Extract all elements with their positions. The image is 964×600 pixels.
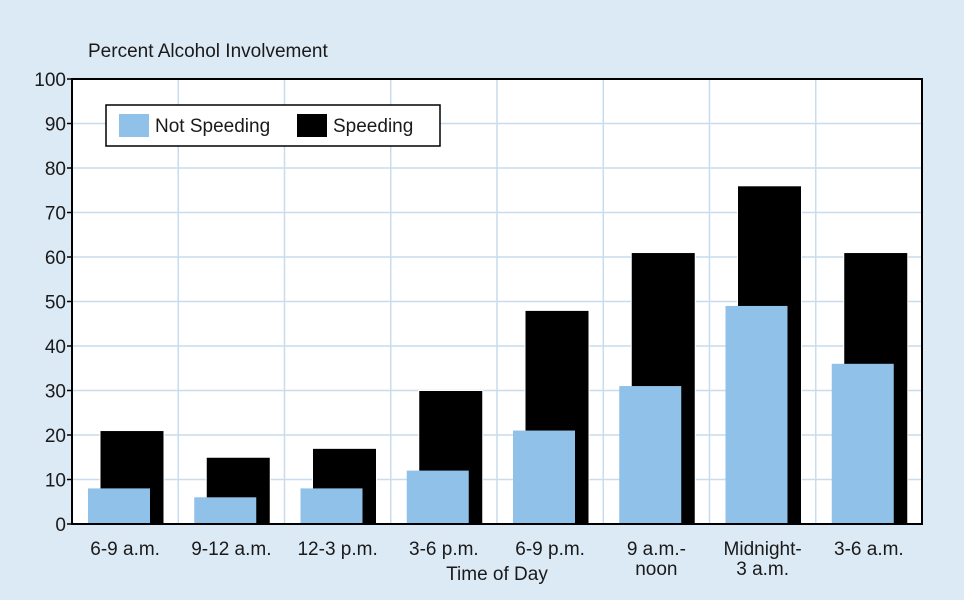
legend-label: Speeding	[333, 116, 413, 137]
x-tick-label: 3-6 p.m.	[409, 539, 479, 560]
y-tick-label: 0	[55, 515, 66, 536]
y-tick-label: 20	[45, 426, 66, 447]
legend: Not Speeding Speeding	[105, 104, 441, 147]
y-tick-label: 50	[45, 293, 66, 314]
legend-label: Not Speeding	[155, 116, 270, 137]
bar	[513, 430, 575, 524]
y-axis-title: Percent Alcohol Involvement	[88, 41, 328, 62]
x-axis-title: Time of Day	[446, 564, 548, 585]
bar	[725, 305, 788, 524]
y-tick-label: 30	[45, 382, 66, 403]
bar	[619, 386, 682, 524]
y-tick-label: 40	[45, 337, 66, 358]
x-tick-label: 9 a.m.-noon	[627, 539, 686, 580]
x-tick-label: 12-3 p.m.	[297, 539, 377, 560]
x-tick-label: 3-6 a.m.	[834, 539, 904, 560]
y-tick-label: 80	[45, 159, 66, 180]
bar	[88, 488, 150, 524]
plot-border	[71, 78, 923, 525]
y-tick-label: 10	[45, 471, 66, 492]
y-tick-label: 70	[45, 204, 66, 225]
y-tick-label: 100	[34, 70, 66, 91]
x-tick-label: 6-9 p.m.	[515, 539, 585, 560]
bar	[194, 497, 257, 524]
y-tick-label: 90	[45, 115, 66, 136]
x-tick-label: 6-9 a.m.	[90, 539, 160, 560]
legend-swatch	[297, 114, 327, 137]
x-tick-label: 9-12 a.m.	[191, 539, 271, 560]
y-tick-label: 60	[45, 248, 66, 269]
x-tick-label: Midnight-3 a.m.	[724, 539, 802, 580]
bar	[300, 488, 363, 524]
legend-box	[105, 104, 441, 147]
legend-swatch	[119, 114, 149, 137]
bar	[406, 470, 469, 524]
bar	[831, 363, 894, 524]
